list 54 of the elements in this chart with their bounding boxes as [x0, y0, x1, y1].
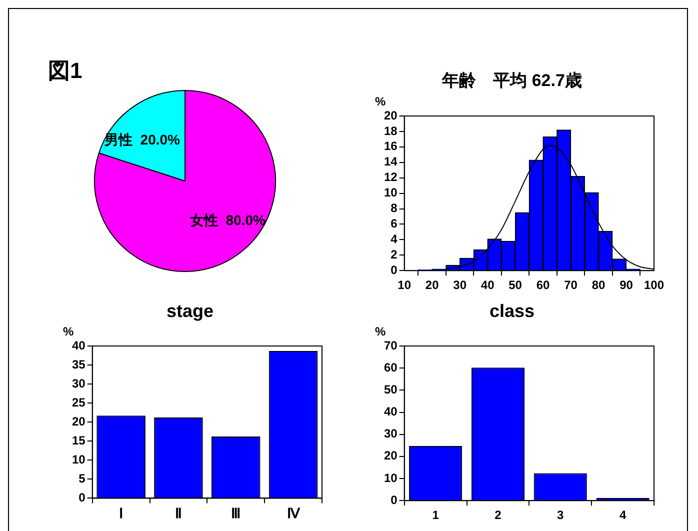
- x-tick-label: 90: [620, 278, 634, 292]
- x-tick-label: 40: [480, 278, 495, 292]
- x-tick-label: 4: [619, 508, 626, 522]
- y-tick-label: 8: [390, 201, 398, 216]
- slice-label: 男性 20.0%: [104, 132, 181, 148]
- y-tick-label: 0: [390, 262, 398, 277]
- y-tick-label: 20: [72, 414, 86, 428]
- y-tick-label: 16: [384, 139, 398, 154]
- x-tick-label: Ⅱ: [174, 507, 182, 522]
- x-tick-label: Ⅰ: [119, 507, 124, 522]
- y-tick-label: 70: [384, 338, 398, 352]
- y-tick-label: 50: [384, 382, 398, 396]
- x-tick-label: 30: [453, 278, 467, 292]
- y-tick-label: 10: [384, 470, 398, 485]
- y-tick-label: 14: [384, 154, 398, 169]
- x-tick-label: 3: [557, 508, 564, 522]
- x-tick-label: Ⅲ: [230, 507, 241, 522]
- y-tick-label: 40: [72, 338, 86, 352]
- y-tick-label: 6: [390, 216, 398, 231]
- chart-title: class: [488, 300, 536, 323]
- y-tick-label: 15: [72, 433, 86, 448]
- y-tick-label: 25: [72, 395, 86, 410]
- slice-label: 女性 80.0%: [188, 212, 266, 228]
- y-tick-label: 0: [78, 490, 86, 505]
- y-tick-label: 30: [72, 376, 86, 390]
- chart-title: 年齢 平均 62.7歳: [440, 70, 583, 92]
- y-tick-label: 0: [390, 492, 398, 507]
- y-tick-label: 35: [72, 357, 86, 372]
- x-tick-label: 80: [592, 278, 606, 292]
- x-tick-label: 100: [644, 278, 664, 292]
- x-tick-label: 60: [536, 278, 550, 292]
- x-tick-label: Ⅳ: [286, 507, 301, 522]
- y-tick-label: 12: [384, 170, 398, 184]
- x-tick-label: 1: [432, 508, 440, 522]
- x-tick-label: 50: [508, 278, 522, 292]
- y-tick-label: 18: [384, 124, 398, 138]
- x-tick-label: 70: [564, 278, 578, 292]
- chart-title: stage: [165, 300, 215, 323]
- y-tick-label: 4: [390, 232, 398, 246]
- y-axis-title: %: [63, 324, 74, 338]
- y-axis-title: %: [375, 324, 386, 338]
- y-tick-label: 5: [78, 471, 86, 486]
- y-tick-label: 30: [384, 426, 398, 441]
- y-tick-label: 20: [384, 448, 398, 463]
- y-tick-label: 20: [384, 108, 398, 122]
- y-tick-label: 40: [384, 404, 398, 419]
- chart-title: 図1: [47, 58, 84, 84]
- y-tick-label: 60: [384, 360, 398, 374]
- x-tick-label: 2: [494, 508, 502, 522]
- y-axis-title: %: [375, 94, 386, 108]
- x-tick-label: 20: [425, 278, 440, 292]
- y-tick-label: 10: [72, 452, 86, 466]
- y-tick-label: 10: [384, 186, 398, 200]
- y-tick-label: 2: [390, 247, 398, 262]
